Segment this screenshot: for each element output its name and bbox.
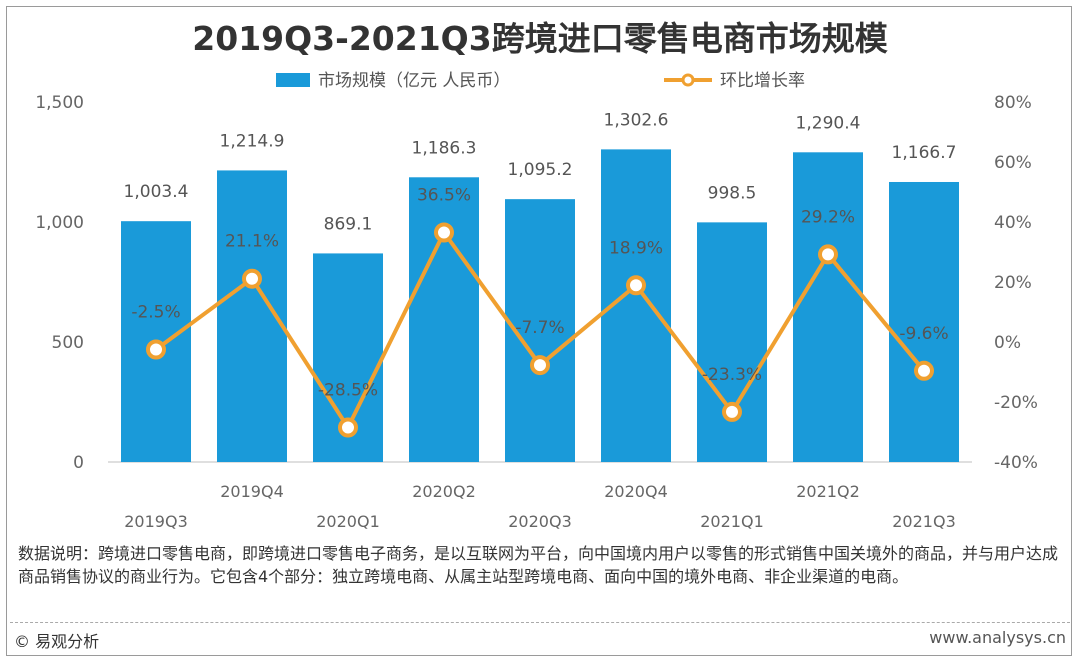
y-left-tick-label: 0 [73, 453, 84, 473]
growth-value-label: -9.6% [899, 324, 948, 344]
bar [889, 181, 959, 462]
category-label: 2020Q1 [316, 512, 380, 531]
bar-value-label: 1,214.9 [220, 131, 285, 151]
growth-value-label: -28.5% [318, 381, 378, 401]
chart-title: 2019Q3-2021Q3跨境进口零售电商市场规模 [192, 19, 888, 58]
growth-line-series [146, 222, 934, 438]
growth-point [722, 401, 742, 422]
category-label: 2020Q3 [508, 512, 572, 531]
chart-svg: 2019Q3-2021Q3跨境进口零售电商市场规模 市场规模（亿元 人民币） 环… [35, 19, 1038, 531]
growth-point [914, 360, 934, 381]
growth-value-label: -2.5% [131, 303, 180, 323]
legend: 市场规模（亿元 人民币） 环比增长率 [276, 71, 805, 91]
data-note: 数据说明：跨境进口零售电商，即跨境进口零售电子商务，是以互联网为平台，向中国境内… [18, 544, 1059, 586]
bar-value-label: 1,186.3 [412, 138, 477, 158]
y-right-tick-label: 60% [994, 153, 1032, 173]
bar-value-label: 1,166.7 [892, 143, 957, 163]
category-label: 2020Q2 [412, 482, 476, 501]
bar-value-label: 869.1 [324, 214, 373, 234]
category-label: 2021Q3 [892, 512, 956, 531]
y-right-tick-label: 0% [994, 333, 1021, 353]
y-right-tick-label: 20% [994, 273, 1032, 293]
legend-line-marker [681, 73, 695, 87]
growth-point [530, 355, 550, 376]
bar [697, 222, 767, 462]
category-label: 2021Q1 [700, 512, 764, 531]
bar [793, 152, 863, 462]
category-label: 2019Q4 [220, 482, 284, 501]
growth-point [818, 244, 838, 265]
growth-point [146, 339, 166, 360]
y-left-tick-label: 1,500 [35, 93, 84, 113]
bar-value-label: 1,003.4 [124, 182, 189, 202]
bar-value-label: 1,095.2 [508, 160, 573, 180]
growth-point [434, 222, 454, 243]
bar-value-label: 1,302.6 [604, 110, 669, 130]
growth-point [338, 417, 358, 438]
y-right-tick-label: -20% [994, 393, 1038, 413]
footer-divider [10, 622, 1070, 623]
category-label: 2021Q2 [796, 482, 860, 501]
y-right-tick-label: 80% [994, 93, 1032, 113]
bar-value-label: 1,290.4 [796, 113, 861, 133]
growth-value-label: 18.9% [609, 238, 663, 258]
category-label: 2019Q3 [124, 512, 188, 531]
copyright-text: © 易观分析 [14, 632, 100, 651]
bar-series [121, 149, 959, 463]
growth-point [242, 268, 262, 289]
data-labels: 1,003.4 1,214.9 869.1 1,186.3 1,095.2 1,302.6… [124, 110, 957, 400]
bar [409, 177, 479, 462]
category-label: 2020Q4 [604, 482, 668, 501]
y-right-tick-label: 40% [994, 213, 1032, 233]
growth-value-label: 29.2% [801, 207, 855, 227]
legend-line-label: 环比增长率 [720, 71, 805, 91]
growth-value-label: 36.5% [417, 186, 471, 206]
y-left-tick-label: 500 [52, 333, 84, 353]
growth-point [626, 275, 646, 296]
y-right-tick-label: -40% [994, 453, 1038, 473]
bar-value-label: 998.5 [708, 183, 757, 203]
y-left-tick-label: 1,000 [35, 213, 84, 233]
legend-bar-swatch [276, 73, 310, 87]
legend-bar-label: 市场规模（亿元 人民币） [318, 71, 510, 91]
growth-value-label: -7.7% [515, 318, 564, 338]
growth-value-label: -23.3% [702, 365, 762, 385]
growth-value-label: 21.1% [225, 232, 279, 252]
category-labels: 2019Q3 2019Q4 2020Q1 2020Q2 2020Q3 2020Q4 2021… [124, 482, 956, 531]
site-url: www.analysys.cn [929, 628, 1066, 647]
